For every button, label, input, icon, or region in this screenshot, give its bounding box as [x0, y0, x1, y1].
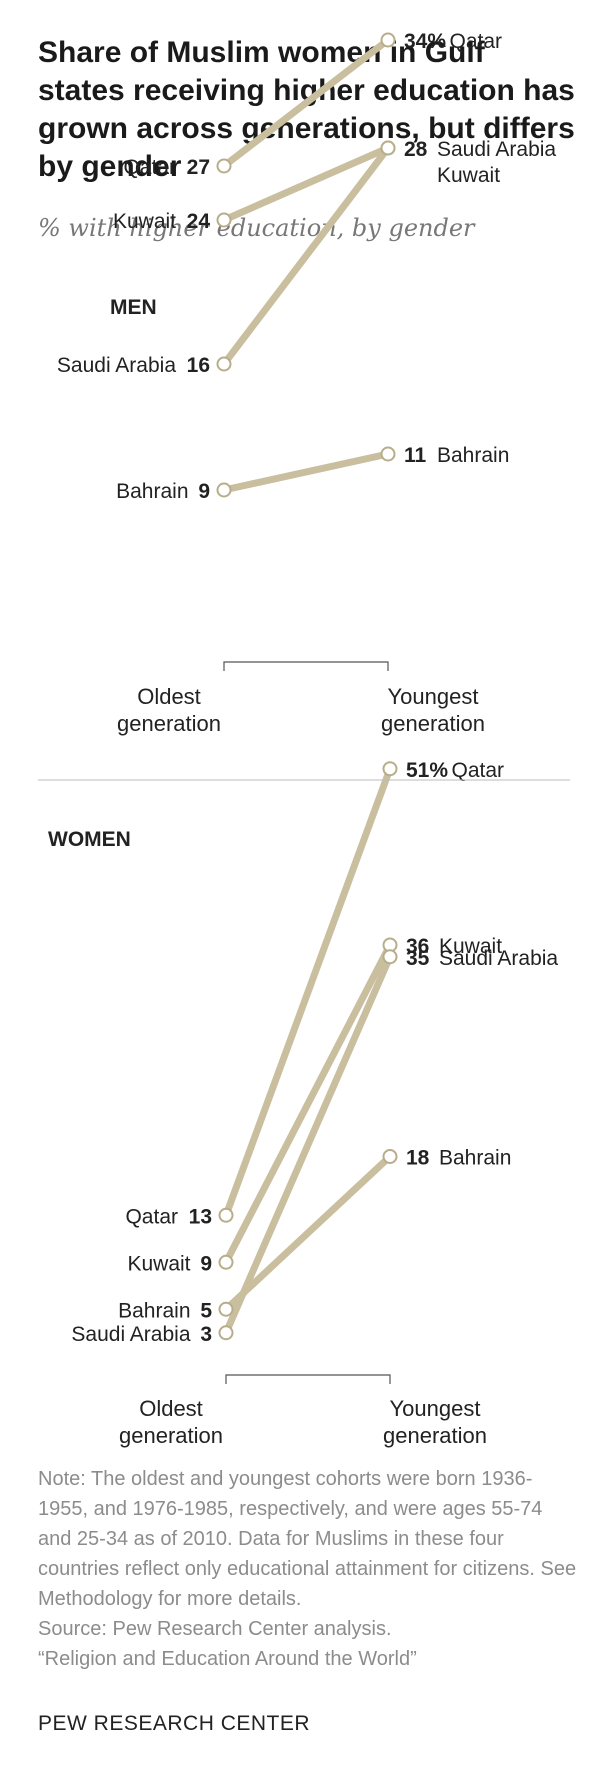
- men-marker-qatar-oldest: [216, 158, 232, 174]
- women-label-left-kuwait: Kuwait: [127, 1252, 190, 1275]
- men-line-kuwait: [220, 144, 392, 224]
- women-x-label-youngest-0: Youngest: [390, 1396, 481, 1421]
- women-value-left-kuwait: 9: [200, 1252, 212, 1275]
- women-marker-kuwait-oldest: [218, 1254, 234, 1270]
- men-marker-bahrain-oldest: [216, 482, 232, 498]
- women-marker-qatar-youngest: [382, 761, 398, 777]
- men-label-right-kuwait: Kuwait: [437, 164, 500, 187]
- women-x-label-youngest-1: generation: [383, 1423, 487, 1448]
- men-label-left-kuwait: Kuwait: [113, 210, 176, 233]
- women-value-left-saudi-arabia: 3: [200, 1323, 212, 1346]
- men-marker-qatar-youngest: [380, 32, 396, 48]
- women-marker-bahrain-oldest: [218, 1301, 234, 1317]
- men-value-right-qatar: 34%: [404, 30, 446, 53]
- men-x-axis-bracket: [223, 661, 389, 671]
- women-line-kuwait: [222, 941, 394, 1266]
- men-label-right-qatar: Qatar: [450, 30, 503, 53]
- women-label-left-saudi-arabia: Saudi Arabia: [71, 1323, 190, 1346]
- women-marker-saudi-arabia-youngest: [382, 949, 398, 965]
- women-label-left-bahrain: Bahrain: [118, 1299, 190, 1322]
- chart-title: Share of Muslim women in Gulf states rec…: [38, 36, 575, 183]
- men-x-label-youngest-0: Youngest: [388, 684, 479, 709]
- source-text: Source: Pew Research Center analysis.: [38, 1618, 392, 1640]
- men-marker-bahrain-youngest: [380, 446, 396, 462]
- men-line-qatar: [220, 36, 392, 170]
- women-marker-saudi-arabia-oldest: [218, 1325, 234, 1341]
- men-line-bahrain: [220, 450, 392, 494]
- men-x-label-oldest-1: generation: [117, 711, 221, 736]
- women-x-label-oldest-1: generation: [119, 1423, 223, 1448]
- brand-logo-text: PEW RESEARCH CENTER: [38, 1712, 311, 1735]
- women-line-qatar: [222, 765, 394, 1219]
- men-marker-saudi-arabia-youngest: [380, 140, 396, 156]
- women-x-label-oldest-0: Oldest: [139, 1396, 203, 1421]
- men-marker-kuwait-oldest: [216, 212, 232, 228]
- men-value-right-saudi-arabia: 28: [404, 138, 428, 161]
- women-value-left-bahrain: 5: [200, 1299, 212, 1322]
- women-marker-bahrain-youngest: [382, 1149, 398, 1164]
- women-label-right-saudi-arabia: Saudi Arabia: [439, 947, 558, 970]
- women-value-right-kuwait: 36: [406, 935, 429, 958]
- men-value-left-bahrain: 9: [198, 480, 210, 503]
- women-x-axis-bracket: [225, 1374, 391, 1384]
- note-block: Note: The oldest and youngest cohorts we…: [38, 1464, 578, 1674]
- men-label-left-bahrain: Bahrain: [116, 480, 188, 503]
- men-value-right-bahrain: 11: [404, 444, 427, 467]
- women-value-right-bahrain: 18: [406, 1147, 430, 1170]
- women-panel-label: WOMEN: [48, 828, 131, 851]
- men-panel-label: MEN: [110, 296, 157, 319]
- men-x-label-youngest-1: generation: [381, 711, 485, 736]
- men-label-right-saudi-arabia: Saudi Arabia: [437, 138, 556, 161]
- men-value-left-saudi-arabia: 16: [187, 354, 210, 377]
- women-label-right-qatar: Qatar: [452, 759, 505, 782]
- chart-subtitle: % with higher education, by gender: [38, 214, 475, 242]
- men-line-saudi-arabia: [220, 144, 392, 368]
- women-label-right-kuwait: Kuwait: [439, 935, 502, 958]
- women-value-right-saudi-arabia: 35: [406, 947, 430, 970]
- men-marker-saudi-arabia-oldest: [216, 356, 232, 372]
- women-value-right-qatar: 51%: [406, 759, 448, 782]
- men-value-left-kuwait: 24: [187, 210, 211, 233]
- men-label-left-saudi-arabia: Saudi Arabia: [57, 354, 176, 377]
- women-value-left-qatar: 13: [189, 1205, 212, 1228]
- source-title: “Religion and Education Around the World…: [38, 1648, 417, 1670]
- women-line-saudi-arabia: [222, 953, 394, 1337]
- note-text: Note: The oldest and youngest cohorts we…: [38, 1468, 577, 1610]
- women-line-bahrain: [222, 1153, 394, 1313]
- women-label-left-qatar: Qatar: [125, 1205, 178, 1228]
- women-marker-qatar-oldest: [218, 1207, 234, 1223]
- women-label-right-bahrain: Bahrain: [439, 1147, 511, 1170]
- men-x-label-oldest-0: Oldest: [137, 684, 201, 709]
- men-label-left-qatar: Qatar: [123, 156, 176, 179]
- men-value-left-qatar: 27: [187, 156, 210, 179]
- men-label-right-bahrain: Bahrain: [437, 444, 509, 467]
